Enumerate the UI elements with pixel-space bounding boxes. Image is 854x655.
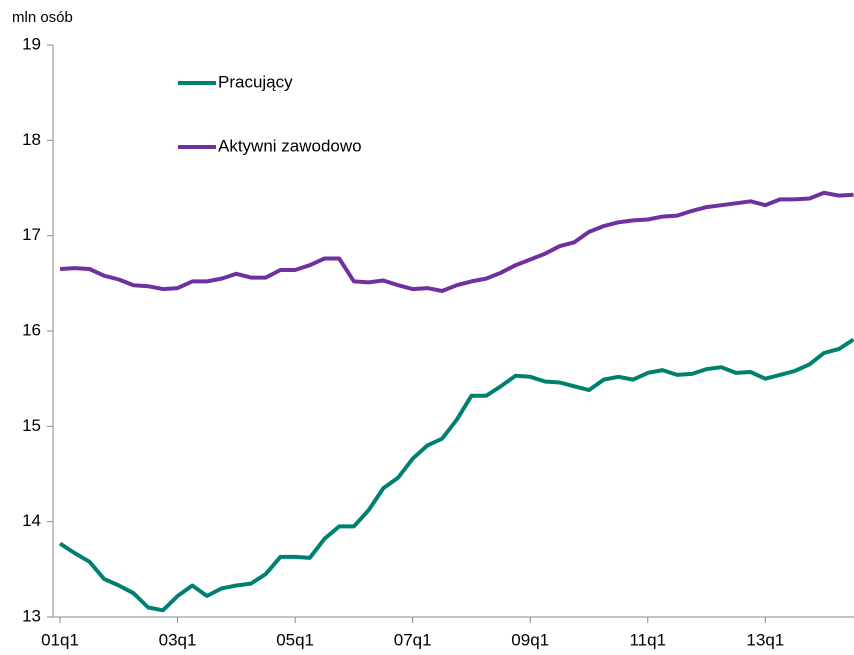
data-line <box>58 337 854 613</box>
data-line <box>59 190 854 293</box>
x-tick-label: 05q1 <box>276 630 314 649</box>
x-tick-label: 01q1 <box>41 630 79 649</box>
y-tick-label: 14 <box>22 511 41 530</box>
x-tick-label: 09q1 <box>511 630 549 649</box>
y-tick-label: 19 <box>22 34 41 53</box>
x-tick-label: 07q1 <box>394 630 432 649</box>
y-tick-label: 13 <box>22 606 41 625</box>
y-tick-label: 17 <box>22 225 41 244</box>
legend-label: Aktywni zawodowo <box>218 136 362 155</box>
legend-label: Pracujący <box>218 72 293 91</box>
x-tick-label: 11q1 <box>629 630 666 649</box>
y-axis-label: mln osób <box>12 9 73 26</box>
y-tick-label: 16 <box>22 320 41 339</box>
y-tick-label: 18 <box>22 130 41 149</box>
y-tick-label: 15 <box>22 416 41 435</box>
x-tick-label: 03q1 <box>159 630 197 649</box>
x-tick-label: 13q1 <box>746 630 784 649</box>
